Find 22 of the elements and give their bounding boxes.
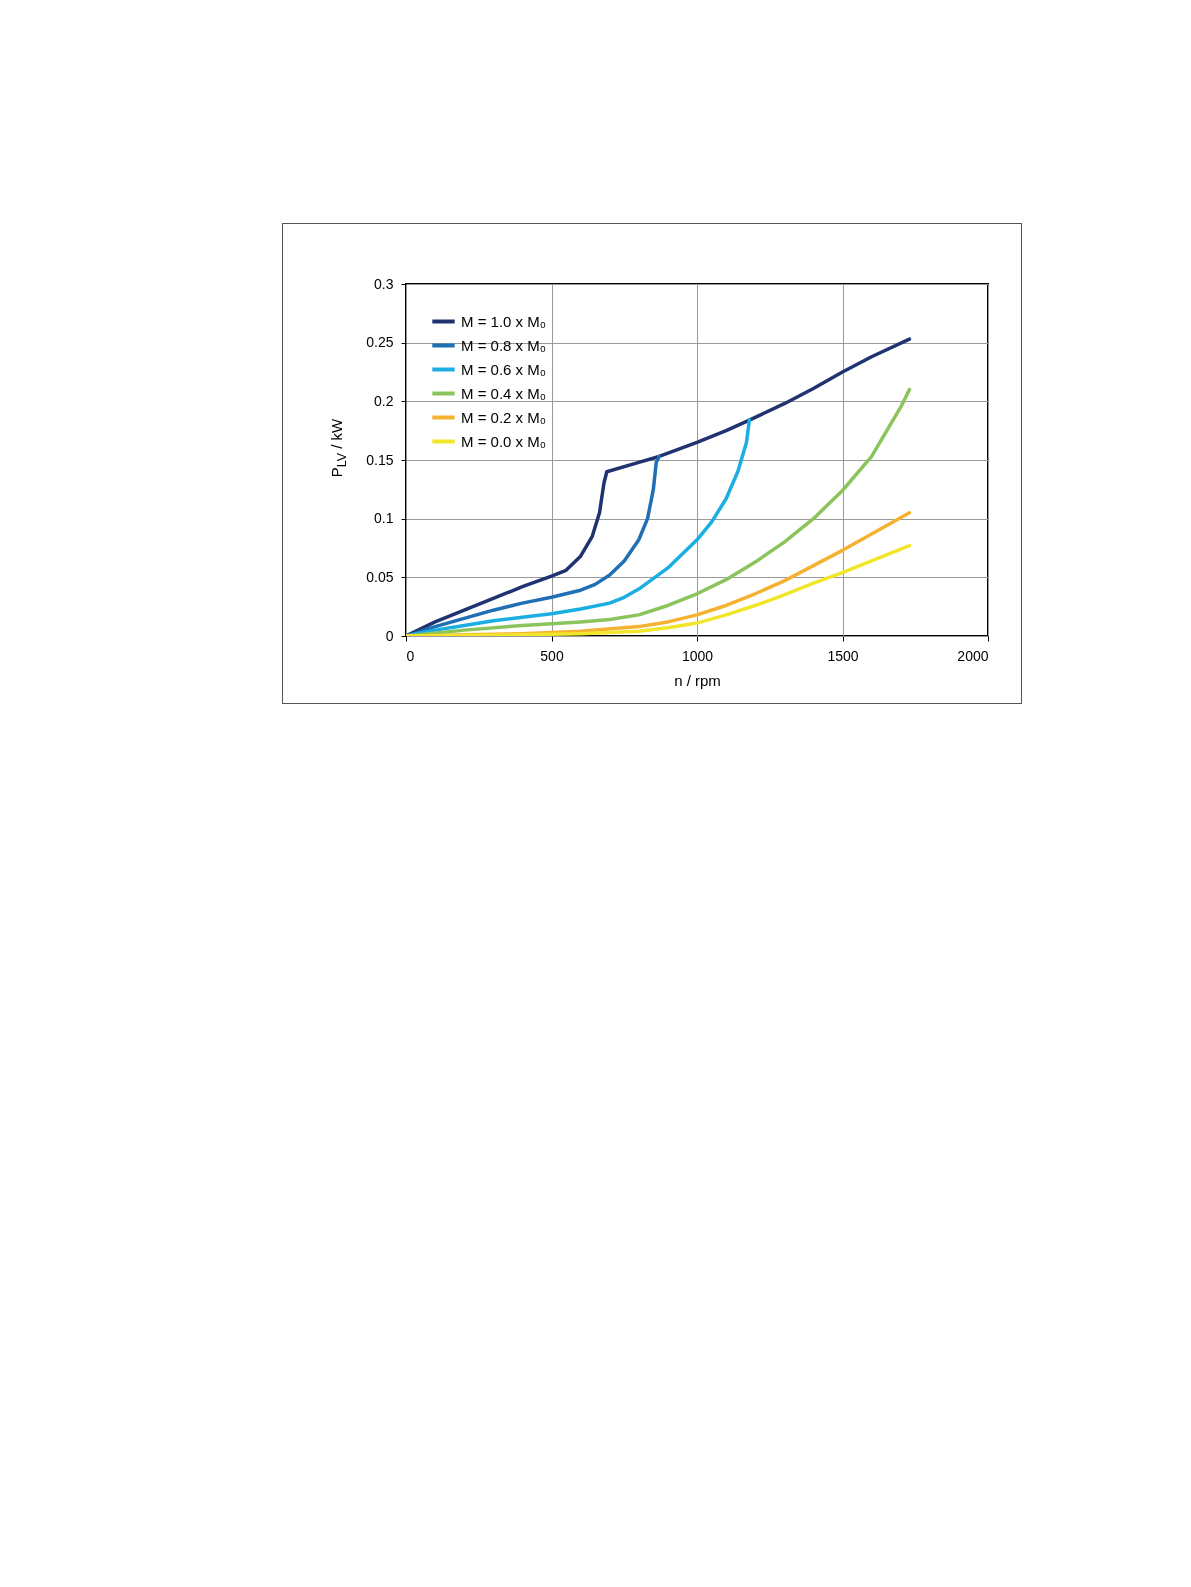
x-axis-title: n / rpm xyxy=(674,671,721,689)
line-series xyxy=(406,337,912,636)
legend-label: M = 0.8 x M₀ xyxy=(461,336,546,354)
y-tick-label: 0.15 xyxy=(366,451,394,468)
y-tick-label: 0.2 xyxy=(374,392,394,409)
legend-label: M = 0.6 x M₀ xyxy=(461,360,546,378)
y-tick-label: 0 xyxy=(385,627,394,644)
x-tick-label: 0 xyxy=(406,647,415,664)
line-series xyxy=(406,543,912,636)
y-tick-label: 0.05 xyxy=(366,568,394,585)
line-series xyxy=(406,454,661,636)
x-tick-label: 1500 xyxy=(827,647,859,664)
legend-label: M = 0.4 x M₀ xyxy=(461,384,546,402)
x-tick-label: 1000 xyxy=(681,647,714,664)
y-tick-label: 0.1 xyxy=(374,510,394,527)
y-tick-label: 0.25 xyxy=(366,334,394,351)
y-tick-label: 0.3 xyxy=(374,275,394,292)
x-tick-label: 2000 xyxy=(957,647,989,664)
x-tick-label: 500 xyxy=(540,647,564,664)
legend-label: M = 0.2 x M₀ xyxy=(461,408,546,426)
legend-label: M = 0.0 x M₀ xyxy=(461,432,546,450)
legend-label: M = 1.0 x M₀ xyxy=(461,312,546,330)
